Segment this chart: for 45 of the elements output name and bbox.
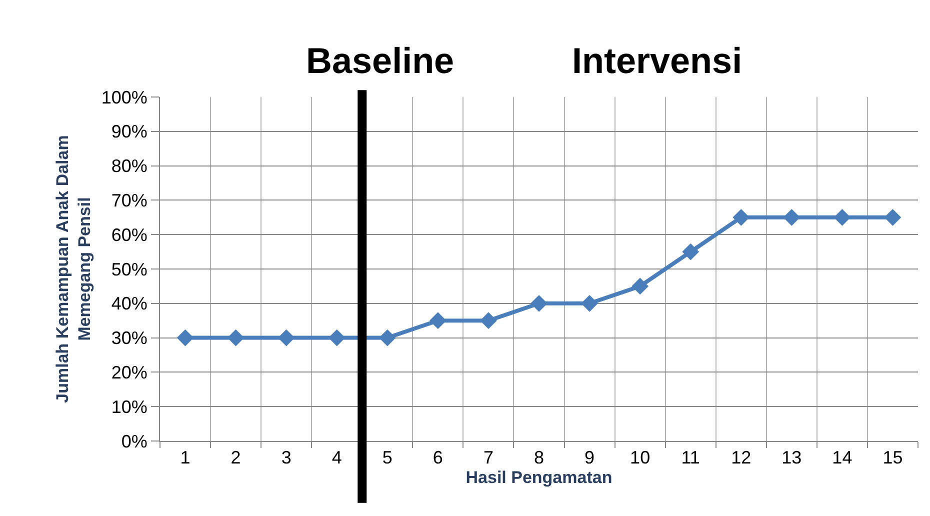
y-tick-label: 30% [111,328,148,348]
x-tick-label: 9 [584,448,595,468]
point [682,243,700,260]
point [783,208,800,226]
point [530,294,548,312]
x-tick-label: 3 [281,448,292,468]
y-tick-label: 70% [111,190,148,210]
x-tick-label: 1 [180,448,190,468]
y-axis-title: Jumlah Kemampuan Anak Dalam Memegang Pensil [52,135,94,403]
x-tick-label: 2 [230,448,241,468]
y-tick-label: 40% [111,294,148,314]
x-tick-label: 4 [332,448,342,468]
point [834,208,851,226]
point [429,312,446,330]
y-tick-label: 10% [111,396,148,417]
point [227,329,244,346]
point [884,208,902,226]
x-tick-label: 14 [832,448,852,468]
x-tick-label: 10 [630,448,650,468]
x-tick-label: 5 [382,448,392,468]
point [176,329,194,346]
point [581,294,598,312]
x-tick-label: 11 [681,448,700,468]
x-tick-label: 15 [882,448,903,468]
point [632,278,649,295]
y-tick-label: 0% [121,431,148,452]
y-tick-label: 100% [101,87,148,108]
point [732,208,750,226]
point [278,329,295,346]
x-tick-label: 7 [483,448,494,468]
point [480,312,497,330]
x-axis-title: Hasil Pengamatan [466,468,612,487]
x-tick-label: 12 [731,448,752,468]
point [378,329,396,346]
y-tick-label: 80% [111,156,148,176]
y-tick-label: 20% [111,362,148,382]
point [328,329,346,346]
x-tick-label: 6 [432,448,443,468]
text: Baseline [306,40,454,81]
x-tick-label: 8 [534,448,544,468]
y-tick-label: 90% [111,122,148,142]
text: Intervensi [572,40,742,81]
y-tick-label: 50% [111,259,148,280]
x-tick-label: 13 [782,448,802,468]
y-tick-label: 60% [111,224,148,245]
